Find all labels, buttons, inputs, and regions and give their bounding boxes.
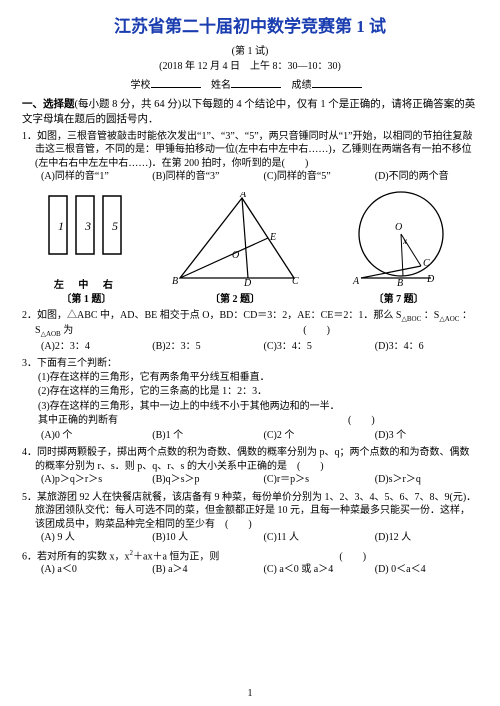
label-name: 姓名 xyxy=(211,80,231,91)
q3-opt-c: (C)2 个 xyxy=(264,429,367,443)
q1-opt-b: (B)同样的音“3” xyxy=(152,170,255,184)
q3-opt-d: (D)3 个 xyxy=(375,429,478,443)
q3-opt-a: (A)0 个 xyxy=(41,429,144,443)
section-head-text: 一、选择题 xyxy=(22,99,75,110)
q2-Sc: ：S xyxy=(424,310,440,321)
svg-text:1: 1 xyxy=(58,219,64,233)
q6-options: (A) a＜0 (B) a＞4 (C) a＜0 或 a＞4 (D) 0＜a＜4 xyxy=(22,563,478,577)
svg-text:B: B xyxy=(397,278,403,288)
q1-opt-a: (A)同样的音“1” xyxy=(41,170,144,184)
q4-options: (A)p＞q＞r＞s (B)q＞s＞p (C)r＝p＞s (D)s＞r＞q xyxy=(22,473,478,487)
q4-opt-c: (C)r＝p＞s xyxy=(264,473,367,487)
q1-stem: 1．如图，三根音管被敲击时能依次发出“1”、“3”、“5”，两只音锤同时从“1”… xyxy=(22,130,478,171)
q2-sub2: △AOC xyxy=(439,315,459,323)
q6-opt-b: (B) a＞4 xyxy=(152,563,255,577)
q2-sub1: △BOC xyxy=(401,315,421,323)
q5-opt-b: (B)10 人 xyxy=(152,531,255,545)
figure-row: 1 3 5 左 中 右 〔第 1 题〕 A B C D E O 〔第 2 题〕 xyxy=(22,188,478,307)
fig2-caption: 〔第 2 题〕 xyxy=(170,293,300,307)
blanks-row: 学校 姓名 成绩 xyxy=(22,78,478,93)
fig1-axis: 左 中 右 xyxy=(41,279,131,293)
q2-stem-a: 2．如图，△ABC 中，AD、BE 相交于点 O，BD：CD＝3：2，AE：CE… xyxy=(22,310,393,321)
fig1-right: 右 xyxy=(103,280,119,291)
q1: 1．如图，三根音管被敲击时能依次发出“1”、“3”、“5”，两只音锤同时从“1”… xyxy=(22,130,478,184)
svg-text:3: 3 xyxy=(84,219,91,233)
q6: 6．若对所有的实数 x，x2＋ax＋a 恒为正，则 ( ) (A) a＜0 (B… xyxy=(22,549,478,577)
q3-options: (A)0 个 (B)1 个 (C)2 个 (D)3 个 xyxy=(22,429,478,443)
svg-text:D: D xyxy=(243,278,252,288)
q1-options: (A)同样的音“1” (B)同样的音“3” (C)同样的音“5” (D)不同的两… xyxy=(22,170,478,184)
svg-text:A: A xyxy=(352,276,360,287)
circle-icon: A B D C O x xyxy=(339,188,459,288)
q3-subs: (1)存在这样的三角形，它有两条角平分线互相垂直． (2)存在这样的三角形，它的… xyxy=(22,371,478,428)
q2-opt-a: (A)2：3：4 xyxy=(41,340,144,354)
figure-2: A B C D E O 〔第 2 题〕 xyxy=(170,192,300,307)
fig1-mid: 中 xyxy=(78,280,94,291)
q4-stem: 4．同时掷两颗骰子，掷出两个点数的积为奇数、偶数的概率分别为 p、q；两个点数的… xyxy=(22,446,478,473)
q3-stem: 3．下面有三个判断： xyxy=(22,357,478,371)
q2-stem: 2．如图，△ABC 中，AD、BE 相交于点 O，BD：CD＝3：2，AE：CE… xyxy=(22,309,478,340)
q4-opt-a: (A)p＞q＞r＞s xyxy=(41,473,144,487)
blank-school xyxy=(151,78,201,88)
blank-name xyxy=(231,78,281,88)
q3-opt-b: (B)1 个 xyxy=(152,429,255,443)
q3-s2: (2)存在这样的三角形，它的三条高的比是 1：2：3． xyxy=(38,385,478,399)
blank-score xyxy=(312,78,362,88)
figure-1: 1 3 5 左 中 右 〔第 1 题〕 xyxy=(41,190,131,307)
q2-opt-c: (C)3：4：5 xyxy=(264,340,367,354)
q2-sub3: △AOB xyxy=(41,330,61,338)
q6-opt-c: (C) a＜0 或 a＞4 xyxy=(264,563,367,577)
q3-s3: (3)存在这样的三角形，其中一边上的中线不小于其他两边和的一半． xyxy=(38,400,478,414)
triangle-icon: A B C D E O xyxy=(170,192,300,288)
q4-opt-d: (D)s＞r＞q xyxy=(375,473,478,487)
q4: 4．同时掷两颗骰子，掷出两个点数的积为奇数、偶数的概率分别为 p、q；两个点数的… xyxy=(22,446,478,487)
q3-s1: (1)存在这样的三角形，它有两条角平分线互相垂直． xyxy=(38,371,478,385)
q5-opt-a: (A) 9 人 xyxy=(41,531,144,545)
svg-text:x: x xyxy=(402,236,407,246)
section-heading: 一、选择题(每小题 8 分，共 64 分)以下每题的 4 个结论中，仅有 1 个… xyxy=(22,98,478,126)
q6-stem-b: ＋ax＋a 恒为正，则 ( ) xyxy=(133,551,366,562)
subtitle: (第 1 试) xyxy=(22,45,478,59)
q5: 5．某旅游团 92 人在快餐店就餐，该店备有 9 种菜，每份单价分别为 1、2、… xyxy=(22,491,478,545)
q5-stem: 5．某旅游团 92 人在快餐店就餐，该店备有 9 种菜，每份单价分别为 1、2、… xyxy=(22,491,478,532)
page-number: 1 xyxy=(0,687,500,701)
q1-opt-c: (C)同样的音“5” xyxy=(264,170,367,184)
svg-text:C: C xyxy=(423,258,430,269)
q2-opt-b: (B)2：3：5 xyxy=(152,340,255,354)
fig7-caption: 〔第 7 题〕 xyxy=(339,293,459,307)
section-desc: (每小题 8 分，共 64 分)以下每题的 4 个结论中，仅有 1 个是正确的，… xyxy=(22,99,475,124)
svg-text:A: A xyxy=(239,192,247,200)
figure-7: A B D C O x 〔第 7 题〕 xyxy=(339,188,459,307)
q2-opt-d: (D)3：4：6 xyxy=(375,340,478,354)
q6-stem: 6．若对所有的实数 x，x2＋ax＋a 恒为正，则 ( ) xyxy=(22,549,478,564)
page-title: 江苏省第二十届初中数学竞赛第 1 试 xyxy=(22,16,478,39)
fig1-left: 左 xyxy=(54,280,70,291)
bars-icon: 1 3 5 xyxy=(41,190,131,274)
svg-text:C: C xyxy=(292,276,299,287)
q5-opt-d: (D)12 人 xyxy=(375,531,478,545)
q2-stem-e: 为 ( ) xyxy=(63,325,330,336)
svg-text:5: 5 xyxy=(112,219,118,233)
q6-opt-d: (D) 0＜a＜4 xyxy=(375,563,478,577)
q5-opt-c: (C)11 人 xyxy=(264,531,367,545)
q1-opt-d: (D)不同的两个音 xyxy=(375,170,478,184)
label-score: 成绩 xyxy=(292,80,312,91)
q4-opt-b: (B)q＞s＞p xyxy=(152,473,255,487)
q6-opt-a: (A) a＜0 xyxy=(41,563,144,577)
svg-text:D: D xyxy=(426,274,435,285)
q2: 2．如图，△ABC 中，AD、BE 相交于点 O，BD：CD＝3：2，AE：CE… xyxy=(22,309,478,353)
label-school: 学校 xyxy=(131,80,151,91)
q6-stem-a: 6．若对所有的实数 x，x xyxy=(22,551,130,562)
q3-ask: 其中正确的判断有 ( ) xyxy=(38,414,478,428)
fig1-caption: 〔第 1 题〕 xyxy=(41,293,131,307)
q5-options: (A) 9 人 (B)10 人 (C)11 人 (D)12 人 xyxy=(22,531,478,545)
svg-text:O: O xyxy=(395,222,402,233)
time-info: (2018 年 12 月 4 日 上午 8：30—10：30) xyxy=(22,60,478,74)
svg-text:O: O xyxy=(232,250,239,261)
svg-text:E: E xyxy=(269,232,276,243)
q3: 3．下面有三个判断： (1)存在这样的三角形，它有两条角平分线互相垂直． (2)… xyxy=(22,357,478,442)
svg-text:B: B xyxy=(172,276,178,287)
q2-options: (A)2：3：4 (B)2：3：5 (C)3：4：5 (D)3：4：6 xyxy=(22,340,478,354)
